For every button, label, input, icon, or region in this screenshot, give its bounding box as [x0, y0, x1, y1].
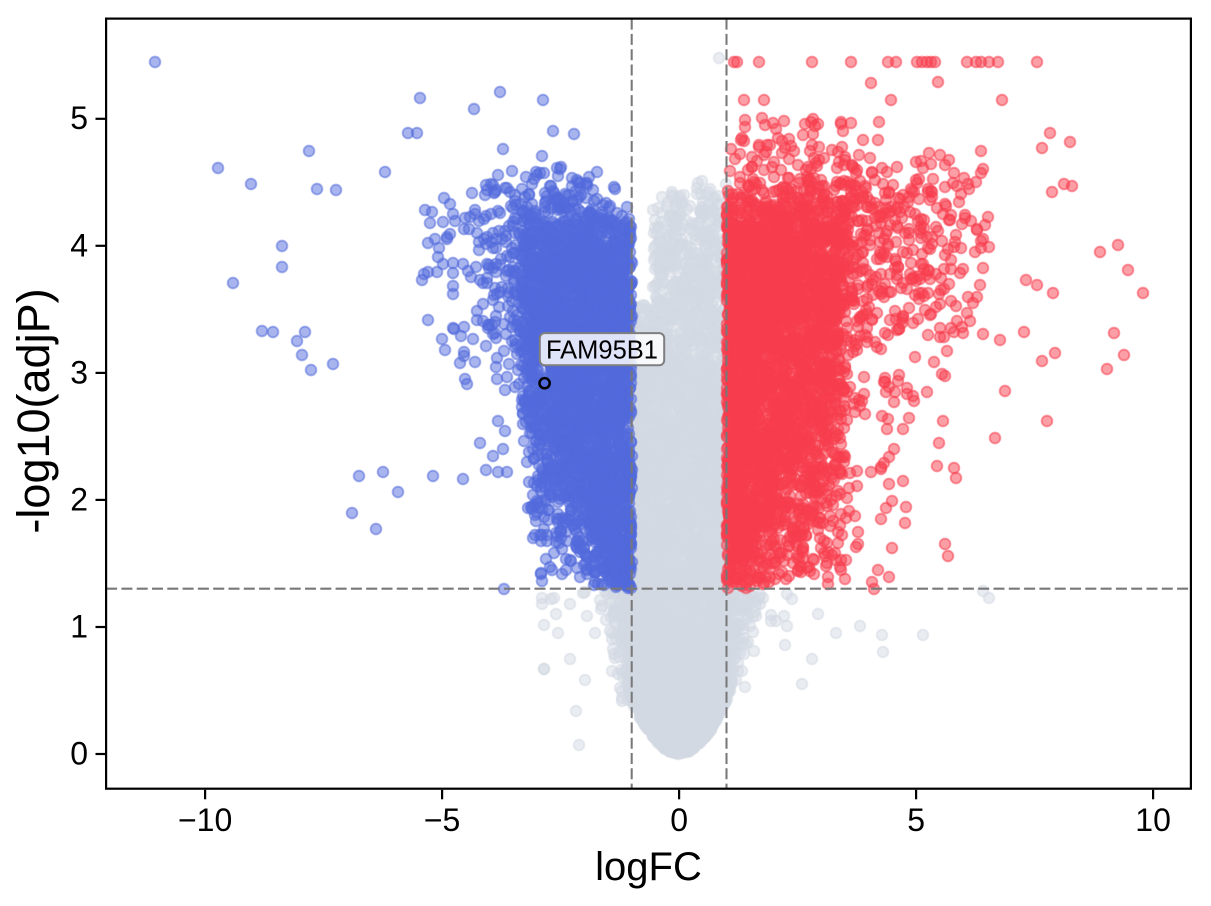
svg-text:logFC: logFC — [595, 845, 702, 889]
svg-text:FAM95B1: FAM95B1 — [546, 336, 658, 364]
svg-text:1: 1 — [70, 609, 88, 645]
svg-text:3: 3 — [70, 354, 88, 390]
svg-text:10: 10 — [1135, 802, 1171, 838]
svg-text:4: 4 — [70, 227, 88, 263]
svg-text:0: 0 — [70, 736, 88, 772]
svg-text:−5: −5 — [424, 802, 460, 838]
svg-text:0: 0 — [670, 802, 688, 838]
svg-text:5: 5 — [907, 802, 925, 838]
svg-text:2: 2 — [70, 481, 88, 517]
svg-text:−10: −10 — [178, 802, 232, 838]
svg-text:5: 5 — [70, 100, 88, 136]
svg-text:-log10(adjP): -log10(adjP) — [8, 288, 59, 533]
